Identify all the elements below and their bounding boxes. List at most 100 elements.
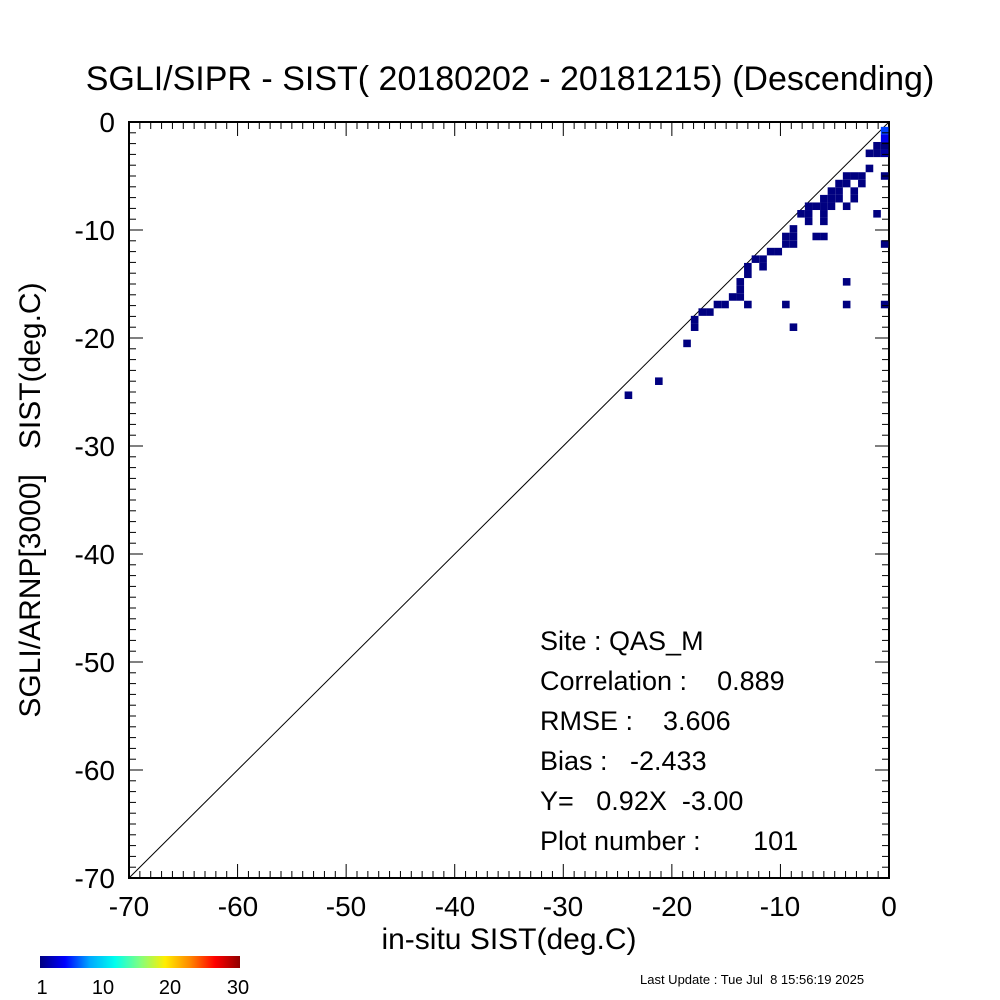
data-cell [736,285,745,294]
data-cell [789,225,798,233]
x-tick-label: -40 [435,891,475,922]
data-cell [842,172,851,180]
colorbar-tick-label: 30 [227,977,249,999]
y-tick-label: -50 [75,647,115,678]
minor-ticks [128,121,890,879]
colorbar-tick-label: 1 [36,977,47,999]
data-cell [858,172,866,180]
data-cell [690,315,699,324]
data-cell [842,179,851,188]
chart-title: SGLI/SIPR - SIST( 20180202 - 20181215) (… [86,60,935,98]
data-cell [873,141,881,150]
data-cell [873,149,881,158]
data-cell [865,149,874,158]
x-tick-label: 0 [881,891,897,922]
data-cell [858,179,866,188]
data-cell [873,210,881,218]
data-cell [835,179,843,188]
data-cell [804,217,813,226]
colorbar [40,956,240,968]
data-cell [827,202,836,211]
x-axis-label: in-situ SIST(deg.C) [381,923,636,956]
data-cell [880,149,889,158]
data-cell [782,232,790,241]
data-cell [736,278,745,286]
data-cell [766,247,775,256]
data-cell [820,232,828,241]
data-cell [820,210,828,218]
data-cell [759,255,767,263]
data-cell [698,308,707,316]
y-tick-label: -20 [75,323,115,354]
data-cell [880,126,889,135]
data-cell [850,194,859,203]
data-cell [797,210,805,218]
data-cell [624,391,633,400]
data-cell [789,323,798,331]
data-cell [751,255,760,263]
data-cell [804,210,813,218]
data-cell [842,202,851,211]
bias-label: Bias : -2.433 [540,746,707,776]
correlation-label: Correlation : 0.889 [540,666,785,696]
data-cell [721,300,729,309]
data-cell [744,270,752,279]
data-cell [842,300,851,309]
data-cell [812,232,821,241]
data-cell [865,164,874,173]
data-cell [782,300,790,309]
data-cell [835,194,843,203]
data-cell [789,240,798,248]
plot-number-label: Plot number : 101 [540,826,798,856]
y-axis-label: SGLI/ARNP[3000] SIST(deg.C) [14,282,47,717]
colorbar-tick-label: 10 [92,977,114,999]
data-cell [655,377,663,385]
data-cell [789,232,798,241]
data-cell [835,187,843,195]
data-cell [880,240,889,248]
data-cell [827,194,836,203]
data-cell [782,240,790,248]
data-cell [850,172,859,180]
data-cell [744,262,752,271]
site-label: Site : QAS_M [540,626,704,656]
data-cell [706,308,714,316]
data-cell [842,278,851,286]
data-cell [827,187,836,195]
y-tick-label: 0 [99,107,115,138]
colorbar-tick-label: 20 [159,977,181,999]
rmse-label: RMSE : 3.606 [540,706,731,736]
data-cell [820,217,828,226]
fit-equation-label: Y= 0.92X -3.00 [540,786,743,816]
data-cell [728,293,737,301]
x-tick-label: -30 [543,891,583,922]
diagonal-line [128,121,890,879]
y-tick-label: -30 [75,431,115,462]
y-tick-label: -40 [75,539,115,570]
one-to-one-line [128,121,890,879]
y-tick-label: -60 [75,755,115,786]
x-tick-label: -60 [218,891,258,922]
data-cell [774,247,783,256]
data-cell [812,202,821,211]
data-cell [850,187,859,195]
data-cell [820,202,828,211]
data-cell [820,194,828,203]
last-update-label: Last Update : Tue Jul 8 15:56:19 2025 [640,972,864,987]
data-cell [880,134,889,142]
x-tick-label: -10 [760,891,800,922]
data-cell [736,293,745,301]
x-tick-label: -20 [652,891,692,922]
data-cell [880,300,889,309]
x-tick-label: -70 [109,891,149,922]
data-cell [690,323,699,331]
x-tick-label: -50 [326,891,366,922]
data-cell [683,339,691,348]
y-tick-label: -70 [75,863,115,894]
data-cells [624,126,889,400]
data-cell [744,300,752,309]
data-cell [880,141,889,150]
data-cell [759,262,767,271]
y-tick-label: -10 [75,215,115,246]
